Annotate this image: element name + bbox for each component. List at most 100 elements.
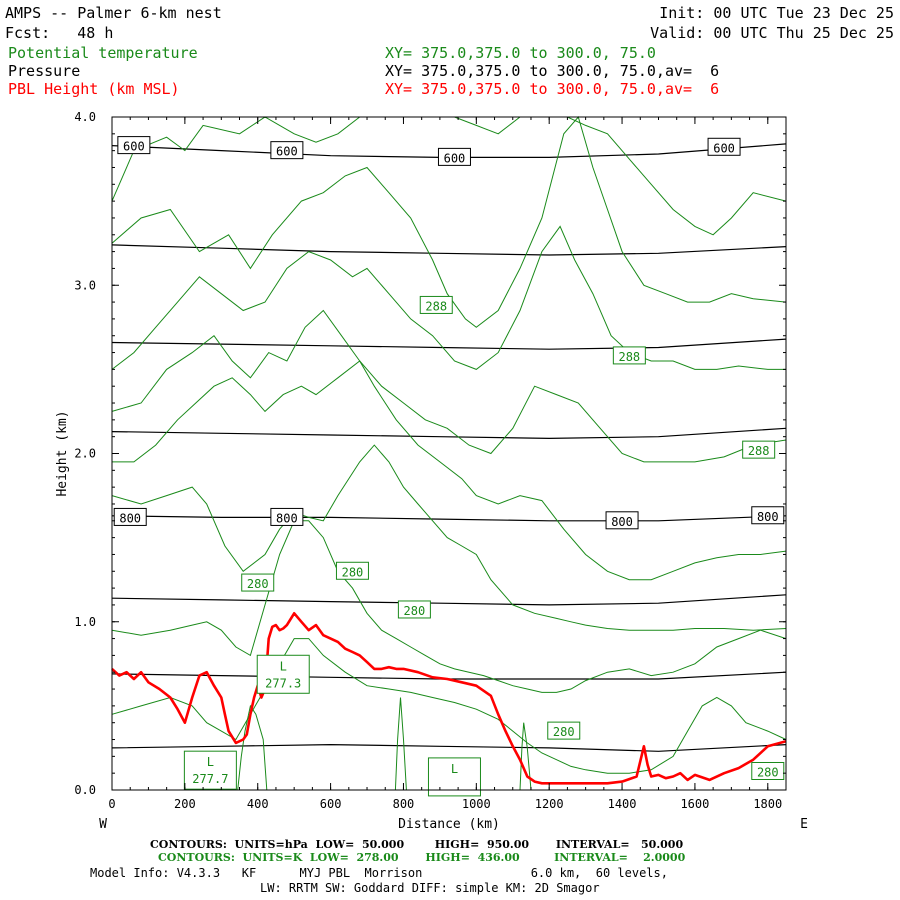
theta-label-0: 288 (419, 295, 453, 314)
contour-labels: 600 600 600 600 800 800 800 800 288 288 288 280 280 2… (113, 136, 785, 797)
y-axis-label: Height (km) (55, 410, 70, 496)
theta-label-2-text: 288 (748, 444, 770, 458)
pressure-contour-900 (111, 671, 787, 680)
pressure-label-1-text: 600 (276, 145, 298, 159)
pressure-contours (111, 143, 787, 752)
footer-pressure-contours: CONTOURS: UNITS=hPa LOW= 50.000 HIGH= 95… (150, 838, 684, 851)
field-pressure-name: Pressure (8, 62, 81, 80)
pressure-contour-950 (111, 743, 787, 752)
x-tick-label: 0 (108, 797, 115, 811)
theta-label-6: 280 (547, 721, 581, 740)
field-theta-xy: XY= 375.0,375.0 to 300.0, 75.0 (385, 44, 656, 62)
theta-label-5-text: 280 (404, 604, 426, 618)
pressure-label-0: 600 (117, 136, 151, 155)
theta-minimum-box (256, 654, 310, 694)
forecast-hour: Fcst: 48 h (5, 24, 114, 42)
theta-contour-5 (111, 444, 787, 631)
theta-minimum-mark: L (451, 762, 458, 776)
plot-frame (111, 116, 787, 791)
pressure-contour-700 (111, 338, 787, 350)
theta-contour-3 (111, 309, 787, 463)
theta-contour-0 (111, 116, 787, 236)
theta-contour-7 (111, 638, 787, 774)
pressure-label-0-text: 600 (123, 140, 145, 154)
x-tick-label: 600 (320, 797, 342, 811)
theta-minimum-box (183, 750, 237, 790)
theta-contours (111, 115, 787, 791)
theta-label-7-text: 280 (757, 765, 779, 779)
theta-label-1-text: 288 (618, 350, 640, 364)
pressure-label-4-box (113, 507, 147, 526)
footer-theta-contours: CONTOURS: UNITS=K LOW= 278.00 HIGH= 436.… (158, 851, 686, 864)
theta-label-3-text: 280 (247, 577, 269, 591)
theta-contour-6 (111, 520, 787, 693)
east-label: E (800, 817, 808, 832)
pressure-label-7: 800 (751, 506, 785, 525)
x-tick-label: 1000 (462, 797, 491, 811)
theta-label-4-text: 280 (342, 565, 364, 579)
pressure-label-4: 800 (113, 507, 147, 526)
x-tick-label: 1400 (608, 797, 637, 811)
theta-label-3-box (241, 573, 275, 592)
y-tick-label: 0.0 (74, 783, 96, 797)
theta-label-7: 280 (751, 761, 785, 780)
valid-time: Valid: 00 UTC Thu 25 Dec 25 (650, 24, 894, 42)
field-theta-name: Potential temperature (8, 44, 198, 62)
x-tick-label: 400 (247, 797, 269, 811)
pressure-label-5-text: 800 (276, 511, 298, 525)
x-tick-label: 1200 (535, 797, 564, 811)
theta-label-3: 280 (241, 573, 275, 592)
x-tick-label: 800 (393, 797, 415, 811)
pressure-label-3: 600 (707, 137, 741, 156)
pressure-label-3-text: 600 (713, 141, 735, 155)
pressure-label-0-box (117, 136, 151, 155)
theta-label-0-box (419, 295, 453, 314)
init-time: Init: 00 UTC Tue 23 Dec 25 (659, 4, 894, 22)
x-tick-label: 1600 (680, 797, 709, 811)
theta-label-5-box (397, 600, 431, 619)
y-tick-label: 2.0 (74, 447, 96, 461)
theta-label-4-box (335, 561, 369, 580)
pressure-contour-750 (111, 427, 787, 440)
x-tick-label: 1800 (753, 797, 782, 811)
pressure-label-1-box (270, 141, 304, 160)
theta-minimum-value: 277.7 (192, 772, 228, 786)
theta-minimum-0: L 277.3 (256, 654, 310, 694)
field-pressure-xy: XY= 375.0,375.0 to 300.0, 75.0,av= 6 (385, 62, 720, 80)
theta-minimum-1: L 277.7 (183, 750, 237, 790)
pbl-height-series (111, 611, 787, 785)
pressure-label-1: 600 (270, 141, 304, 160)
theta-contour-2 (111, 225, 786, 370)
x-tick-label: 200 (174, 797, 196, 811)
theta-label-0-text: 288 (425, 299, 447, 313)
theta-minimum-value: 277.3 (265, 676, 301, 690)
pressure-label-6: 800 (605, 511, 639, 530)
theta-label-7-box (751, 761, 785, 780)
theta-label-2-box (742, 440, 776, 459)
chart-title: AMPS -- Palmer 6-km nest (5, 4, 222, 22)
theta-label-4: 280 (335, 561, 369, 580)
y-tick-label: 4.0 (74, 110, 96, 124)
pressure-contour-650 (111, 244, 787, 256)
theta-label-6-text: 280 (553, 725, 575, 739)
footer-model-info: Model Info: V4.3.3 KF MYJ PBL Morrison 6… (90, 866, 668, 880)
theta-label-6-box (547, 721, 581, 740)
theta-label-1-box (612, 346, 646, 365)
theta-contour-8 (237, 704, 268, 791)
y-tick-label: 1.0 (74, 615, 96, 629)
theta-label-1: 288 (612, 346, 646, 365)
pressure-label-5: 800 (270, 507, 304, 526)
field-pbl-xy: XY= 375.0,375.0 to 300.0, 75.0,av= 6 (385, 80, 720, 98)
pressure-label-3-box (707, 137, 741, 156)
pressure-contour-800 (111, 515, 787, 522)
theta-contour-4 (112, 360, 787, 581)
pressure-label-2-box (437, 147, 471, 166)
pressure-label-2-text: 600 (444, 151, 466, 165)
theta-contour-10 (519, 722, 532, 791)
pressure-label-7-box (751, 506, 785, 525)
x-axis-label: Distance (km) (398, 817, 500, 832)
pbl-height-line (111, 611, 787, 785)
pressure-label-6-text: 800 (611, 515, 633, 529)
pressure-label-2: 600 (437, 147, 471, 166)
